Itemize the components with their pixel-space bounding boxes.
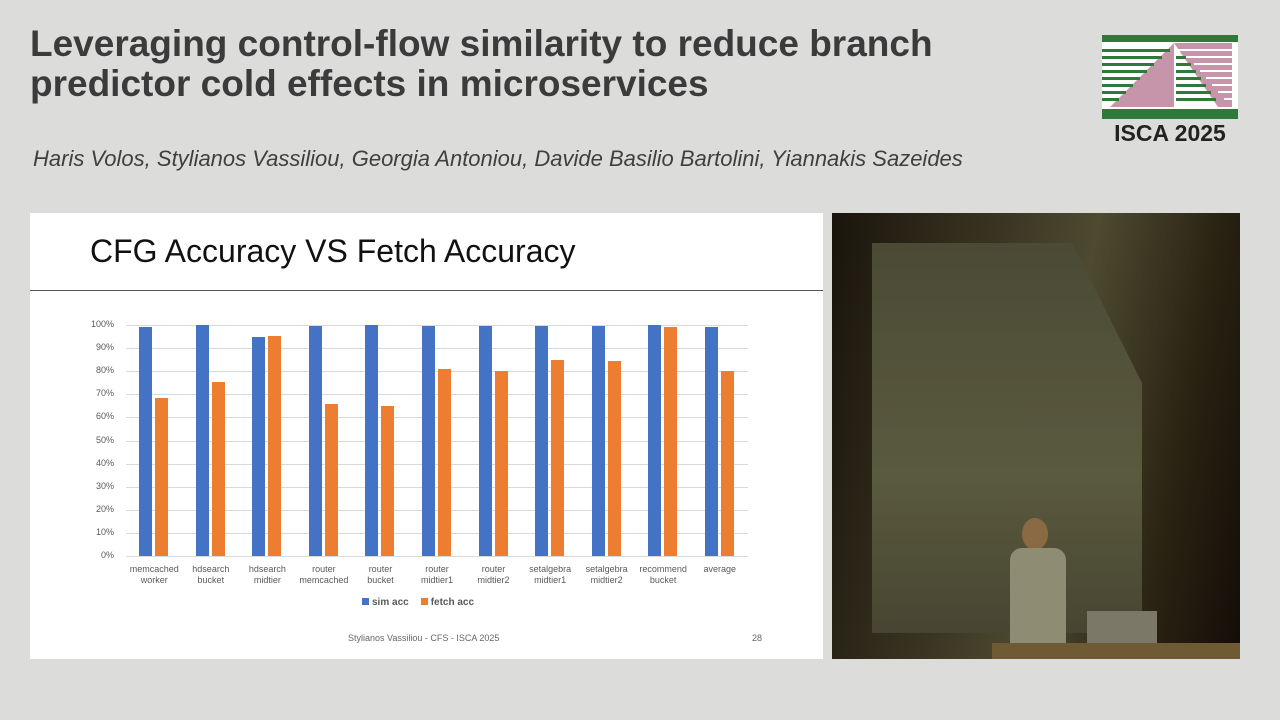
isca-logo-icon — [1102, 35, 1238, 119]
y-tick-label: 70% — [95, 388, 114, 399]
bar-fetch-acc — [381, 405, 395, 556]
y-tick-label: 80% — [95, 365, 114, 376]
x-tick-label: router midtier2 — [477, 564, 510, 585]
x-tick-label: setalgebra midtier1 — [529, 564, 572, 585]
bar-fetch-acc — [551, 359, 565, 556]
gridline — [126, 394, 748, 396]
bar-fetch-acc — [664, 326, 678, 556]
bar-chart: sim acc fetch acc 0% 10% 20% 30% 40% 50% 60% 70… — [70, 313, 770, 613]
bar-sim-acc — [704, 326, 718, 556]
y-tick-label: 10% — [95, 526, 114, 537]
legend-fetch-acc: fetch acc — [420, 597, 475, 608]
x-tick-label: recommend bucket — [639, 564, 687, 585]
y-tick-label: 40% — [95, 457, 114, 468]
bar-sim-acc — [535, 326, 549, 556]
bar-sim-acc — [591, 326, 605, 556]
legend-sim-acc: sim acc — [362, 597, 409, 608]
gridline — [126, 371, 748, 373]
bar-fetch-acc — [494, 370, 508, 556]
slide-panel: CFG Accuracy VS Fetch Accuracy sim acc f… — [30, 213, 823, 659]
x-tick-label: hdsearch bucket — [192, 564, 230, 585]
title-divider — [30, 290, 823, 291]
gridline — [126, 348, 748, 350]
x-tick-label: router midtier1 — [420, 564, 453, 585]
slide-title: CFG Accuracy VS Fetch Accuracy — [90, 233, 576, 269]
podium — [992, 643, 1240, 659]
bar-sim-acc — [308, 325, 322, 556]
bar-sim-acc — [195, 325, 209, 556]
legend-label: fetch acc — [430, 597, 475, 608]
laptop — [1087, 611, 1157, 647]
author-list: Haris Volos, Stylianos Vassiliou, Georgi… — [33, 146, 963, 171]
bar-sim-acc — [252, 336, 266, 556]
talk-title: Leveraging control-flow similarity to re… — [30, 23, 933, 104]
gridline — [126, 532, 748, 534]
gridline — [126, 463, 748, 465]
slide-footer: Stylianos Vassiliou - CFS - ISCA 2025 — [348, 633, 500, 643]
gridline — [126, 556, 748, 557]
x-tick-label: memcached worker — [129, 564, 179, 585]
bar-sim-acc — [365, 325, 379, 556]
y-tick-label: 30% — [95, 480, 114, 491]
bar-fetch-acc — [438, 368, 451, 556]
gridline — [126, 417, 748, 419]
bar-sim-acc — [422, 326, 435, 556]
y-tick-label: 100% — [90, 319, 114, 329]
gridline — [126, 325, 748, 326]
bar-fetch-acc — [324, 404, 338, 556]
legend-label: sim acc — [372, 597, 409, 608]
x-tick-label: router bucket — [367, 564, 394, 585]
y-tick-label: 0% — [100, 550, 114, 560]
bar-fetch-acc — [720, 370, 734, 556]
y-tick-label: 20% — [95, 503, 114, 514]
logo-text: ISCA 2025 — [1114, 120, 1226, 146]
bar-sim-acc — [648, 325, 662, 556]
bar-fetch-acc — [607, 361, 621, 556]
bar-sim-acc — [139, 327, 153, 556]
bar-fetch-acc — [211, 381, 225, 556]
legend-swatch-sim — [362, 598, 369, 605]
slide-page-number: 28 — [752, 633, 763, 643]
speaker — [1010, 518, 1070, 658]
x-tick-label: average — [703, 564, 736, 574]
bar-sim-acc — [478, 326, 492, 556]
x-tick-label: setalgebra midtier2 — [585, 564, 628, 585]
y-tick-label: 90% — [95, 342, 114, 353]
projection-screen — [872, 243, 1142, 633]
speaker-video — [832, 213, 1240, 659]
bar-fetch-acc — [155, 397, 169, 556]
gridline — [126, 486, 748, 488]
y-tick-label: 50% — [95, 434, 114, 445]
legend-swatch-fetch — [420, 598, 428, 605]
chart-legend: sim acc fetch acc — [362, 597, 474, 608]
y-tick-label: 60% — [95, 411, 114, 422]
x-tick-label: hdsearch midtier — [248, 564, 286, 585]
gridline — [126, 440, 748, 442]
bar-fetch-acc — [268, 335, 282, 556]
gridline — [126, 509, 748, 511]
x-tick-label: router memcached — [299, 564, 349, 585]
